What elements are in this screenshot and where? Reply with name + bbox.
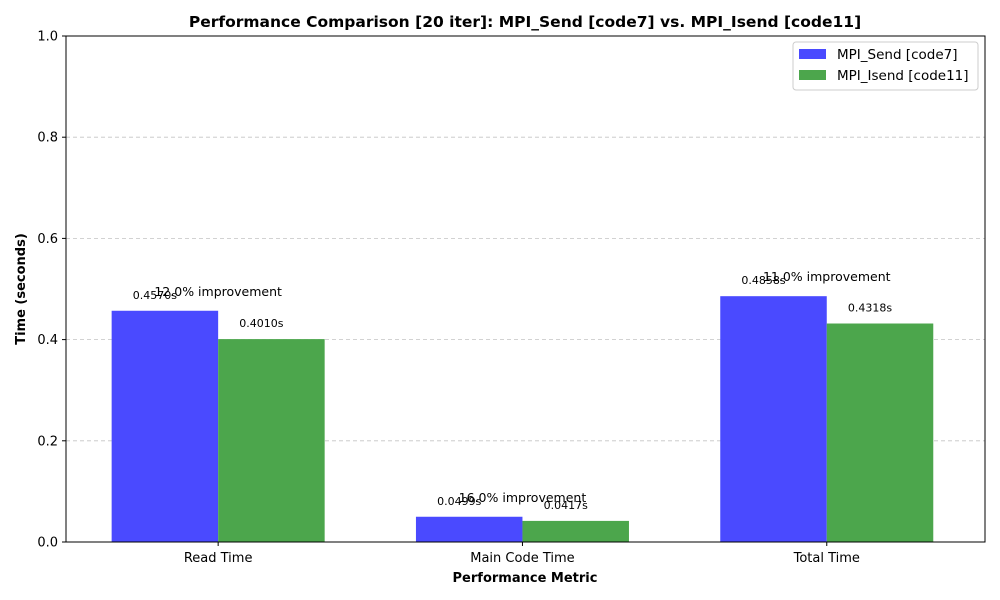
x-tick-label: Main Code Time	[470, 551, 574, 566]
y-axis-label: Time (seconds)	[14, 233, 29, 345]
improvement-annotation: 12.0% improvement	[154, 284, 282, 299]
bar-mpi-send-0	[111, 310, 219, 542]
y-tick-label: 0.4	[37, 333, 58, 348]
bar-mpi-isend-1	[522, 520, 629, 542]
legend-swatch	[799, 49, 826, 59]
bar-mpi-isend-0	[218, 339, 325, 542]
plot-frame	[65, 35, 986, 543]
bars	[111, 296, 934, 542]
bar-mpi-send-1	[415, 516, 523, 542]
improvement-annotation: 11.0% improvement	[763, 269, 891, 284]
legend-label: MPI_Isend [code11]	[837, 68, 969, 84]
bar-mpi-send-2	[720, 296, 827, 542]
y-tick-label: 0.8	[37, 131, 58, 146]
bar-value-label: 0.4010s	[239, 317, 283, 330]
bar-value-label: 0.4570s	[133, 289, 177, 302]
x-tick-label: Read Time	[184, 551, 253, 566]
legend-label: MPI_Send [code7]	[837, 47, 958, 63]
bar-value-label: 0.0417s	[544, 499, 588, 512]
data-labels: 0.4570s 0.4010s 12.0% improvement 0.0499s 0.…	[133, 269, 893, 512]
x-tick-label: Total Time	[793, 551, 860, 566]
chart-title: Performance Comparison [20 iter]: MPI_Se…	[189, 13, 861, 31]
y-tick-label: 0.2	[37, 434, 58, 449]
bar-value-label: 0.4858s	[741, 274, 785, 287]
improvement-annotation: 16.0% improvement	[459, 490, 587, 505]
y-tick-label: 0.6	[37, 232, 58, 247]
y-axis: 0.0 0.2 0.4 0.6 0.8 1.0	[37, 30, 66, 551]
bar-value-label: 0.0499s	[437, 495, 481, 508]
bar-value-label: 0.4318s	[848, 302, 892, 315]
x-axis-label: Performance Metric	[453, 571, 598, 586]
x-axis: Read Time Main Code Time Total Time	[184, 542, 860, 566]
y-tick-label: 0.0	[37, 536, 58, 551]
legend-swatch	[799, 70, 826, 80]
bar-mpi-isend-2	[826, 323, 934, 542]
legend-box	[792, 41, 979, 91]
y-tick-label: 1.0	[37, 30, 58, 45]
legend: MPI_Send [code7] MPI_Isend [code11]	[792, 41, 979, 91]
